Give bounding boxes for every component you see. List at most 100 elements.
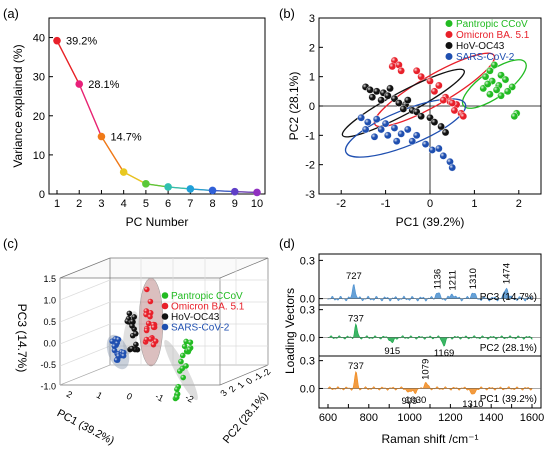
- panel-d-peak-label: 1310: [468, 268, 479, 289]
- panel-a-y-tick-label: 40: [33, 33, 45, 45]
- panel-a-data-point: [253, 188, 261, 197]
- panel-c-y-tick-label: 1: [235, 380, 246, 390]
- panel-b-y-tick-label: 0: [309, 101, 315, 113]
- panel-b-legend-marker: [445, 53, 453, 60]
- panel-c-point-highlight: [115, 353, 122, 359]
- panel-b-point-highlight: [395, 99, 403, 107]
- panel-b-legend-marker: [445, 31, 453, 38]
- panel-c-legend-label: Pantropic CCoV: [171, 291, 243, 302]
- panel-b-point-highlight: [459, 112, 467, 120]
- panel-b-point-highlight: [510, 112, 518, 120]
- panel-d-y-tick-label: 0.0: [300, 294, 315, 306]
- panel-a-data-point: [164, 183, 172, 191]
- panel-b-point-highlight: [417, 73, 425, 81]
- panel-c-point-highlight: [178, 358, 184, 365]
- panel-label-d: (d): [279, 236, 295, 251]
- panel-b-point-highlight: [441, 128, 450, 136]
- panel-d-x-axis-label: Raman shift /cm⁻¹: [381, 432, 478, 446]
- panel-d-y-axis-label: Loading Vectors: [283, 288, 297, 374]
- panel-b-point-highlight: [366, 86, 374, 94]
- panel-b-y-axis-label: PC2 (28.1%): [287, 72, 301, 141]
- panel-c-point-highlight: [181, 343, 188, 350]
- panel-b-point-highlight: [413, 131, 421, 139]
- panel-a-x-tick-label: 9: [232, 198, 238, 210]
- panel-b-pca-scatter: -2 -1 0 1 2 -3 -2 -1 0 1 2 3 Pantropic CCoVOmicron …: [287, 13, 542, 229]
- panel-b-point-highlight: [373, 115, 381, 123]
- panel-d-peak-label: 915: [384, 346, 400, 357]
- panel-c-point-highlight: [187, 339, 194, 346]
- panel-b-legend-label: SARS-CoV-2: [456, 52, 515, 63]
- panel-d-peak-label: 1079: [421, 359, 432, 380]
- panel-b-y-tick-label: 1: [309, 72, 315, 84]
- panel-c-legend-label: Omicron BA. 5.1: [171, 302, 245, 313]
- panel-d-peak-label: 737: [348, 361, 364, 372]
- panel-b-point-highlight: [397, 67, 405, 75]
- panel-a-x-tick-label: 2: [76, 198, 82, 210]
- panel-c-y-axis-label: PC2 (28.1%): [221, 390, 271, 446]
- panel-c-x-tick-label: -2: [184, 392, 196, 405]
- panel-c-legend-marker: [161, 313, 169, 320]
- panel-b-legend-marker: [445, 20, 453, 27]
- panel-c-vertical-tick-label: -1.0: [40, 382, 56, 392]
- panel-b-point-highlight: [413, 67, 421, 75]
- panel-b-point-highlight: [417, 112, 425, 120]
- panel-c-point-highlight: [111, 347, 118, 354]
- panel-b-point-highlight: [362, 125, 370, 134]
- panel-d-x-tick-label: 1600: [520, 412, 544, 424]
- panel-b-point-highlight: [450, 106, 459, 114]
- panel-d-subplot-label: PC2 (28.1%): [480, 343, 537, 354]
- panel-b-point-highlight: [497, 92, 505, 100]
- panel-d-y-tick-label: 0.0: [300, 383, 315, 395]
- panel-c-point-highlight: [174, 386, 180, 393]
- panel-b-point-highlight: [388, 62, 396, 70]
- panel-d-x-tick-label: 800: [360, 412, 378, 424]
- panel-d-peak-label: 1474: [501, 263, 512, 284]
- panel-c-point-highlight: [186, 346, 193, 353]
- panel-a-annotation: 39.2%: [66, 36, 97, 48]
- panel-d-peak-label: 999: [401, 396, 417, 407]
- panel-a-data-point: [142, 180, 150, 188]
- panel-c-point-highlight: [179, 352, 186, 359]
- panel-d-y-tick-label: 0.0: [300, 332, 315, 344]
- panel-a-x-tick-label: 6: [165, 198, 171, 210]
- panel-b-point-highlight: [382, 120, 390, 128]
- panel-d-loading-vectors: 0.30.0 PC3 (14.7%)727 1136 1211 1310 14740.30…: [283, 253, 544, 446]
- panel-a-x-tick-label: 1: [54, 198, 60, 210]
- panel-c-legend-marker: [161, 323, 169, 331]
- panel-a-line-segment: [78, 83, 103, 137]
- panel-d-x-tick-label: 1200: [438, 412, 462, 424]
- panel-b-x-tick-label: 0: [427, 198, 433, 210]
- panel-a-line-segment: [100, 136, 125, 173]
- panel-a-x-tick-label: 8: [209, 198, 215, 210]
- panel-a-x-axis-label: PC Number: [126, 215, 189, 229]
- panel-a-x-tick-label: 7: [187, 198, 193, 210]
- panel-c-point-highlight: [147, 313, 153, 320]
- panel-a-line-chart: 1 2 3 4 5 6 7 8 9 10 0 10 20 30 40 39.2% 28.1% 14.7% PC …: [11, 17, 266, 229]
- panel-a-x-tick-label: 10: [251, 198, 263, 210]
- panel-b-legend-label: Pantropic CCoV: [456, 19, 528, 30]
- panel-a-annotation: 14.7%: [110, 132, 141, 144]
- panel-b-point-highlight: [435, 81, 443, 90]
- panel-b-point-highlight: [435, 144, 443, 153]
- panel-b-point-highlight: [395, 61, 403, 69]
- panel-a-data-point: [97, 132, 106, 141]
- panel-b-point-highlight: [408, 137, 416, 145]
- panel-c-x-axis-label: PC1 (39.2%): [55, 407, 116, 447]
- panel-c-point-highlight: [129, 323, 135, 329]
- panel-label-a: (a): [3, 6, 19, 21]
- panel-a-data-point: [230, 187, 239, 196]
- panel-c-legend-marker: [161, 292, 169, 299]
- panel-b-x-tick-label: -2: [336, 198, 346, 210]
- panel-b-y-tick-label: -3: [305, 189, 315, 201]
- panel-c-point-highlight: [144, 286, 150, 293]
- panel-c-legend-label: SARS-CoV-2: [171, 323, 230, 334]
- panel-b-point-highlight: [393, 137, 401, 145]
- panel-d-peak-label: 1211: [448, 270, 459, 290]
- panel-d-peak-label: 1310: [462, 399, 483, 410]
- panel-c-vertical-tick-label: 1.0: [43, 296, 56, 306]
- panel-b-point-highlight: [439, 96, 447, 104]
- panel-b-point-highlight: [377, 96, 385, 104]
